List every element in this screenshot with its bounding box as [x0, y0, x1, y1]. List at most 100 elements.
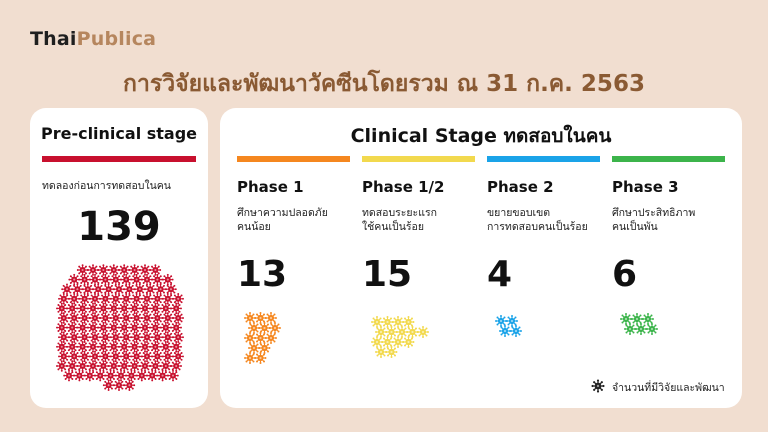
virus-icon — [125, 369, 138, 382]
virus-icon — [76, 341, 89, 353]
virus-icon — [94, 369, 106, 382]
phase-1-2-count: 15 — [362, 254, 413, 295]
virus-icon — [134, 283, 146, 295]
virus-icon — [149, 321, 162, 334]
virus-icon — [151, 312, 164, 324]
virus-icon — [66, 360, 78, 372]
virus-icon — [371, 316, 383, 328]
virus-icon — [102, 283, 115, 295]
virus-icon — [123, 283, 136, 295]
virus-icon — [151, 273, 164, 286]
virus-icon — [108, 264, 120, 276]
virus-icon — [144, 283, 156, 295]
virus-icon — [130, 350, 143, 363]
virus-icon — [128, 321, 141, 334]
virus-icon — [151, 293, 164, 305]
virus-icon — [99, 350, 112, 363]
virus-icon — [254, 312, 267, 324]
clinical-heading: Clinical Stage ทดสอบในคน — [350, 125, 612, 147]
virus-icon — [102, 379, 115, 391]
phase-2-color-bar — [487, 156, 600, 162]
preclinical-count: 139 — [77, 204, 161, 250]
preclinical-card: Pre-clinical stage ทดลองก่อนการทดสอบในคน… — [30, 108, 208, 408]
virus-icon — [248, 342, 260, 354]
phase-3-description: ศึกษาประสิทธิภาพ คนเป็นพัน — [612, 206, 695, 234]
virus-icon — [113, 283, 125, 295]
virus-icon — [495, 315, 507, 327]
virus-icon — [99, 331, 112, 343]
virus-icon — [110, 312, 122, 324]
virus-icon — [56, 341, 68, 353]
phase-2-desc-line1: ขยายขอบเขต — [487, 207, 551, 219]
virus-icon — [61, 283, 73, 295]
virus-icon — [624, 323, 636, 335]
virus-icon — [120, 331, 132, 343]
virus-icon — [385, 346, 398, 358]
virus-icon — [128, 360, 141, 372]
virus-icon — [244, 332, 256, 344]
virus-icon — [635, 323, 647, 335]
virus-icon — [118, 264, 130, 276]
virus-icon — [128, 264, 141, 276]
virus-icon — [167, 369, 179, 382]
virus-icon — [510, 325, 522, 337]
virus-icon — [244, 352, 256, 364]
virus-icon — [170, 321, 182, 334]
virus-icon — [97, 360, 110, 372]
phase-1-2-desc-line2: ใช้คนเป็นร้อย — [362, 221, 424, 233]
virus-icon — [392, 336, 404, 348]
legend-label: จำนวนที่มีวิจัยและพัฒนา — [612, 382, 725, 394]
virus-icon — [269, 322, 281, 334]
virus-icon — [99, 273, 112, 286]
virus-icon — [128, 341, 141, 353]
phase-1-2-color-bar — [362, 156, 475, 162]
logo-text-publica: Publica — [76, 28, 157, 50]
virus-icon — [73, 369, 86, 382]
virus-icon — [154, 283, 167, 295]
virus-icon — [120, 350, 132, 363]
virus-icon — [120, 312, 132, 324]
virus-icon — [149, 302, 162, 315]
virus-icon — [87, 302, 99, 315]
virus-icon — [89, 312, 101, 324]
virus-icon — [139, 321, 151, 334]
virus-icon — [156, 369, 169, 382]
phase-2-desc-line2: การทดสอบคนเป็นร้อย — [487, 221, 588, 233]
virus-icon — [402, 316, 415, 328]
virus-icon — [78, 273, 91, 286]
phase-2-description: ขยายขอบเขต การทดสอบคนเป็นร้อย — [487, 206, 588, 234]
virus-icon — [113, 379, 125, 391]
virus-icon — [87, 360, 99, 372]
virus-icon — [68, 293, 80, 305]
virus-icon — [97, 302, 110, 315]
virus-icon — [78, 312, 91, 324]
virus-icon — [375, 346, 387, 358]
virus-icon — [66, 341, 78, 353]
virus-icon — [130, 273, 143, 286]
virus-icon — [139, 264, 151, 276]
virus-icon — [141, 293, 153, 305]
virus-icon — [120, 293, 132, 305]
preclinical-heading: Pre-clinical stage — [40, 124, 198, 143]
virus-icon — [110, 350, 122, 363]
phase-1-2-name: Phase 1/2 — [362, 178, 445, 196]
virus-icon — [265, 312, 277, 324]
virus-icon — [110, 331, 122, 343]
virus-icon — [258, 342, 271, 354]
virus-icon — [139, 360, 151, 372]
virus-icon — [162, 350, 174, 363]
virus-icon — [78, 293, 91, 305]
virus-icon — [108, 341, 120, 353]
phase-3-count: 6 — [612, 254, 638, 295]
virus-icon — [97, 341, 110, 353]
virus-icon — [108, 302, 120, 315]
virus-icon — [149, 264, 162, 276]
virus-icon — [99, 293, 112, 305]
virus-icon — [78, 350, 91, 363]
virus-icon — [110, 293, 122, 305]
preclinical-color-bar — [42, 156, 196, 162]
legend-virus-icon — [591, 379, 605, 393]
virus-icon — [56, 321, 68, 334]
virus-icon — [371, 336, 383, 348]
virus-icon — [258, 322, 271, 334]
